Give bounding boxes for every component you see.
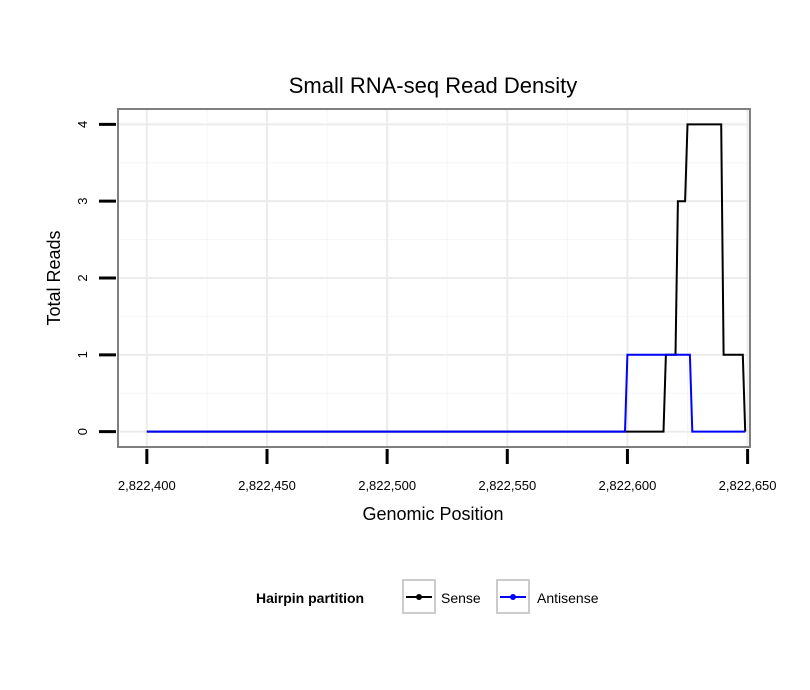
legend-label-sense: Sense [441,590,481,606]
x-tick-label: 2,822,400 [118,478,176,493]
y-tick-label: 4 [75,121,90,128]
legend: Hairpin partition Sense Antisense [256,579,599,614]
x-axis-title: Genomic Position [362,504,503,524]
y-tick-label: 1 [75,351,90,358]
series-line-antisense [146,353,746,433]
x-axis-ticks: 2,822,400 2,822,450 2,822,500 2,822,550 2,82… [118,449,777,493]
series-lines [146,123,747,433]
legend-item-antisense: Antisense [496,579,599,614]
legend-label-antisense: Antisense [537,590,599,606]
y-axis-ticks: 0 1 2 3 4 [75,121,116,435]
legend-point-antisense [510,594,516,600]
x-tick-label: 2,822,650 [719,478,777,493]
grid [118,109,750,447]
y-tick-label: 0 [75,428,90,435]
legend-title: Hairpin partition [256,590,364,606]
legend-point-sense [416,594,422,600]
x-tick-label: 2,822,500 [358,478,416,493]
series-line-sense [146,123,747,433]
y-tick-label: 2 [75,274,90,281]
y-tick-label: 3 [75,198,90,205]
plot-border [117,108,751,448]
x-tick-label: 2,822,600 [599,478,657,493]
legend-item-sense: Sense [402,579,481,614]
chart-title: Small RNA-seq Read Density [289,73,578,98]
y-axis-title: Total Reads [44,230,64,325]
x-tick-label: 2,822,450 [238,478,296,493]
x-tick-label: 2,822,550 [478,478,536,493]
